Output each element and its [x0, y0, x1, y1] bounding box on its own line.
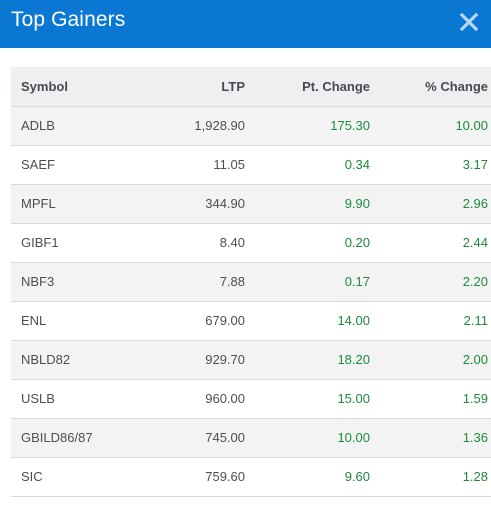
ltp-cell: 344.90 [155, 184, 255, 224]
table-row[interactable]: GIBF1 8.40 0.20 2.44 [11, 223, 491, 263]
close-icon[interactable] [459, 12, 479, 32]
symbol-cell[interactable]: USLB [11, 379, 155, 419]
modal-header: Top Gainers [0, 0, 491, 48]
ltp-cell: 759.60 [155, 457, 255, 497]
symbol-cell[interactable]: GBILD86/87 [11, 418, 155, 458]
table-row[interactable]: GBILD86/87 745.00 10.00 1.36 [11, 418, 491, 458]
symbol-cell[interactable]: ENL [11, 301, 155, 341]
table-row[interactable]: NBF3 7.88 0.17 2.20 [11, 262, 491, 302]
column-header-ltp[interactable]: LTP [155, 67, 255, 107]
ltp-cell: 11.05 [155, 145, 255, 185]
ltp-cell: 929.70 [155, 340, 255, 380]
ltp-cell: 745.00 [155, 418, 255, 458]
column-header-symbol[interactable]: Symbol [11, 67, 155, 107]
gainers-table-container: Symbol LTP Pt. Change % Change ADLB 1,92… [11, 67, 491, 497]
pct-change-cell: 2.11 [380, 301, 491, 341]
pct-change-cell: 1.36 [380, 418, 491, 458]
table-row[interactable]: ENL 679.00 14.00 2.11 [11, 301, 491, 341]
ltp-cell: 960.00 [155, 379, 255, 419]
column-header-pct-change[interactable]: % Change [380, 67, 491, 107]
table-row[interactable]: SIC 759.60 9.60 1.28 [11, 457, 491, 497]
table-row[interactable]: ADLB 1,928.90 175.30 10.00 [11, 106, 491, 146]
pct-change-cell: 2.20 [380, 262, 491, 302]
pt-change-cell: 0.34 [255, 145, 380, 185]
pct-change-cell: 2.96 [380, 184, 491, 224]
pt-change-cell: 10.00 [255, 418, 380, 458]
pct-change-cell: 3.17 [380, 145, 491, 185]
table-row[interactable]: SAEF 11.05 0.34 3.17 [11, 145, 491, 185]
pt-change-cell: 0.17 [255, 262, 380, 302]
symbol-cell[interactable]: GIBF1 [11, 223, 155, 263]
symbol-cell[interactable]: SIC [11, 457, 155, 497]
pt-change-cell: 18.20 [255, 340, 380, 380]
ltp-cell: 679.00 [155, 301, 255, 341]
ltp-cell: 1,928.90 [155, 106, 255, 146]
gainers-table: Symbol LTP Pt. Change % Change ADLB 1,92… [11, 67, 491, 497]
pct-change-cell: 10.00 [380, 106, 491, 146]
symbol-cell[interactable]: MPFL [11, 184, 155, 224]
table-row[interactable]: USLB 960.00 15.00 1.59 [11, 379, 491, 419]
pct-change-cell: 1.59 [380, 379, 491, 419]
table-header-row: Symbol LTP Pt. Change % Change [11, 67, 491, 107]
pt-change-cell: 15.00 [255, 379, 380, 419]
pct-change-cell: 2.44 [380, 223, 491, 263]
symbol-cell[interactable]: NBF3 [11, 262, 155, 302]
symbol-cell[interactable]: ADLB [11, 106, 155, 146]
table-row[interactable]: NBLD82 929.70 18.20 2.00 [11, 340, 491, 380]
pct-change-cell: 1.28 [380, 457, 491, 497]
pt-change-cell: 9.90 [255, 184, 380, 224]
pt-change-cell: 175.30 [255, 106, 380, 146]
symbol-cell[interactable]: NBLD82 [11, 340, 155, 380]
pt-change-cell: 9.60 [255, 457, 380, 497]
ltp-cell: 7.88 [155, 262, 255, 302]
close-icon-glyph [459, 12, 479, 32]
pt-change-cell: 0.20 [255, 223, 380, 263]
table-row[interactable]: MPFL 344.90 9.90 2.96 [11, 184, 491, 224]
ltp-cell: 8.40 [155, 223, 255, 263]
pt-change-cell: 14.00 [255, 301, 380, 341]
column-header-pt-change[interactable]: Pt. Change [255, 67, 380, 107]
modal-title: Top Gainers [11, 8, 126, 31]
symbol-cell[interactable]: SAEF [11, 145, 155, 185]
pct-change-cell: 2.00 [380, 340, 491, 380]
